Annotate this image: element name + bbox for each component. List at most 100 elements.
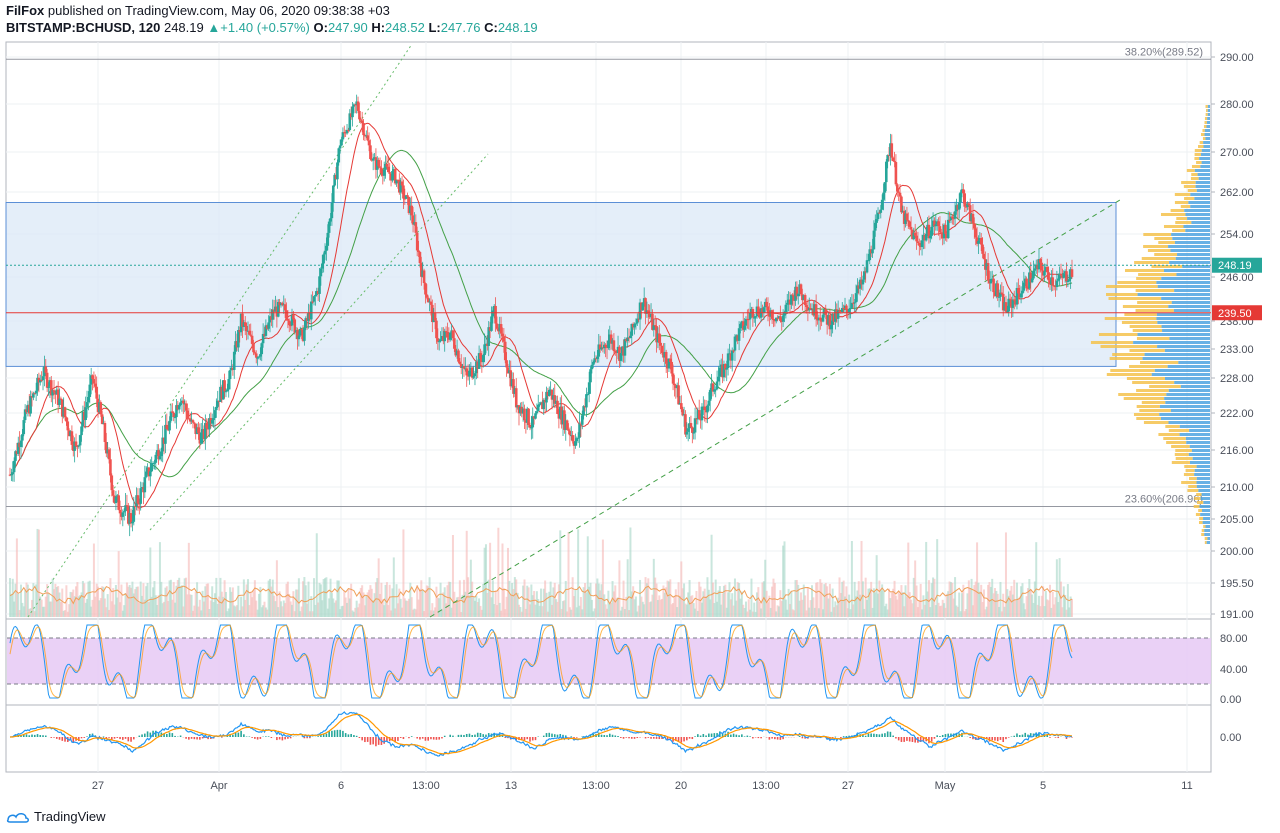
volume-bar	[409, 582, 412, 617]
vp-bar-down	[1124, 313, 1157, 316]
candle-body	[768, 313, 771, 317]
volume-bar	[285, 583, 288, 617]
volume-bar	[158, 542, 161, 617]
volume-bar	[219, 577, 222, 617]
volume-bar	[830, 611, 833, 617]
volume-bar	[222, 596, 225, 617]
volume-bar	[245, 584, 248, 617]
volume-bar	[1039, 606, 1042, 617]
macd-hist-bar	[845, 736, 848, 737]
volume-bar	[54, 583, 57, 617]
volume-bar	[106, 594, 109, 617]
candle-body	[675, 385, 679, 389]
macd-hist-bar	[991, 737, 994, 741]
volume-bar	[46, 584, 49, 617]
candle-body	[509, 370, 513, 387]
candle-body	[897, 191, 900, 193]
volume-bar	[619, 610, 622, 617]
vp-bar-up	[1142, 357, 1210, 360]
price-tick-label: 233.00	[1220, 344, 1254, 356]
macd-hist-bar	[600, 734, 603, 737]
candle-body	[629, 335, 632, 338]
volume-bar	[553, 582, 556, 617]
vp-bar-up	[1168, 245, 1210, 248]
macd-hist-bar	[749, 736, 751, 737]
volume-bar	[101, 586, 104, 617]
candle-body	[640, 302, 643, 311]
volume-bar	[310, 596, 313, 617]
volume-bar	[268, 578, 271, 617]
volume-bar	[656, 600, 659, 617]
vp-bar-down	[1141, 257, 1176, 260]
vp-bar-up	[1174, 289, 1210, 292]
rsi-tick-label: 80.00	[1220, 633, 1248, 645]
candle-body	[111, 490, 115, 496]
candle-body	[883, 182, 887, 193]
candle-body	[197, 427, 200, 434]
macd-hist-bar	[240, 730, 242, 737]
volume-bar	[916, 607, 919, 617]
macd-hist-bar	[232, 734, 234, 737]
range-zone[interactable]	[5, 202, 1117, 367]
vp-bar-down	[1138, 273, 1177, 276]
volume-bar	[751, 611, 754, 617]
macd-hist-bar	[504, 737, 507, 738]
volume-bar	[722, 585, 725, 617]
candle-body	[1047, 272, 1050, 281]
volume-bar	[478, 598, 481, 617]
macd-hist-bar	[732, 733, 735, 737]
vp-bar-down	[1183, 473, 1195, 476]
candle-body	[905, 213, 909, 221]
volume-bar	[376, 578, 379, 617]
volume-bar	[861, 581, 864, 617]
last-price-badge: 248.19	[1212, 257, 1262, 273]
symbol-label[interactable]: BITSTAMP:BCHUSD, 120	[6, 20, 161, 35]
macd-hist-bar	[1007, 737, 1010, 738]
volume-bar	[1062, 586, 1065, 617]
volume-bar	[128, 585, 131, 617]
volume-bar	[28, 608, 31, 617]
macd-hist-bar	[424, 737, 427, 741]
candle-body	[645, 310, 649, 314]
volume-bar	[315, 533, 318, 617]
candle-body	[135, 495, 138, 507]
candle-body	[316, 290, 320, 294]
volume-bar	[897, 591, 900, 617]
macd-hist-bar	[108, 737, 110, 738]
time-axis[interactable]: 27 Apr 6 13:00 13 13:00 20 13:00 27 May 5 11	[92, 780, 1193, 792]
author-name[interactable]: FilFox	[6, 3, 45, 18]
macd-hist-bar	[743, 736, 746, 737]
macd-hist-bar	[617, 736, 619, 737]
candle-body	[531, 416, 535, 428]
volume-bar	[348, 598, 351, 617]
macd-hist-bar	[922, 737, 925, 741]
volume-bar	[644, 577, 647, 617]
candle-body	[38, 379, 42, 383]
candle-body	[352, 104, 356, 107]
price-axis[interactable]: 290.00280.00270.00262.00254.00246.00238.…	[1211, 52, 1254, 621]
volume-bar	[787, 588, 790, 617]
macd-hist-bar	[914, 737, 916, 743]
vp-bar-up	[1194, 169, 1210, 172]
candle-body	[480, 359, 484, 363]
candle-body	[285, 310, 288, 319]
candle-body	[740, 321, 744, 325]
footer-branding[interactable]: TradingView	[6, 809, 106, 824]
channel-line-lower[interactable]	[149, 153, 489, 531]
volume-bar	[1069, 596, 1072, 617]
candle-body	[941, 233, 944, 239]
volume-bar	[75, 586, 78, 617]
vp-bar-down	[1109, 357, 1143, 360]
volume-bar	[251, 597, 254, 617]
vp-bar-up	[1186, 441, 1210, 444]
candle-body	[521, 408, 525, 414]
macd-hist-bar	[757, 737, 760, 739]
volume-bar	[141, 595, 144, 617]
volume-bar	[601, 539, 604, 617]
volume-bar	[1020, 586, 1023, 617]
volume-bar	[164, 587, 167, 617]
volume-bar	[1013, 579, 1016, 617]
volume-bar	[790, 590, 793, 617]
volume-bar	[1000, 611, 1003, 617]
